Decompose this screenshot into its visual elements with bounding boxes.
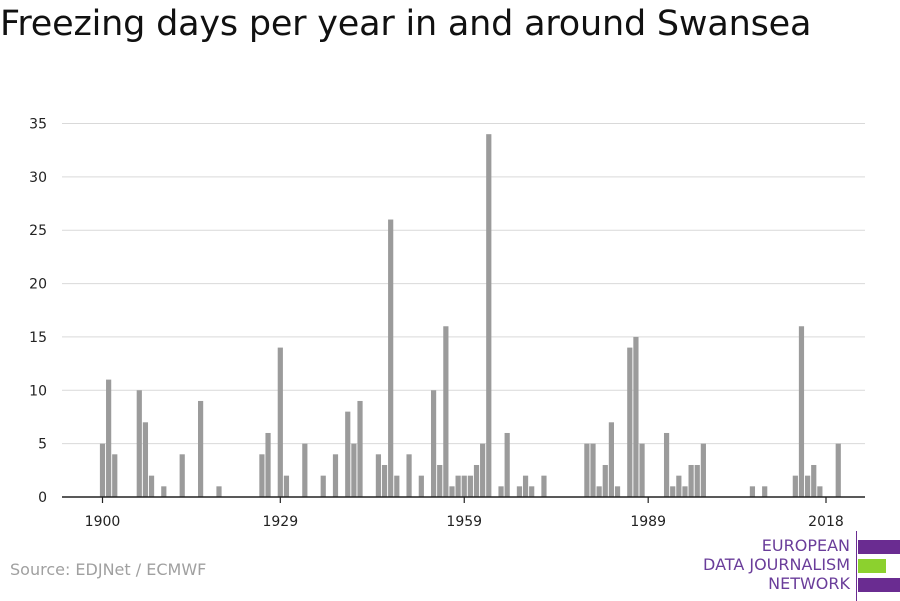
x-axis-ticks: 1900 1929 1959 1989 2018 <box>85 497 844 530</box>
bar-2020 <box>835 443 841 497</box>
bar-1908 <box>148 475 155 497</box>
bar-1952 <box>418 475 424 497</box>
bars <box>99 134 841 498</box>
logo-text-network: NETWORK <box>768 574 850 593</box>
bar-1926 <box>259 454 265 497</box>
bar-2014 <box>798 326 805 497</box>
bar-1946 <box>381 464 388 497</box>
bar-1992 <box>663 432 670 497</box>
bar-1968 <box>516 486 523 497</box>
bar-1950 <box>406 454 412 497</box>
bar-1936 <box>320 475 326 497</box>
bar-1948 <box>394 475 400 497</box>
bar-1956 <box>443 326 449 497</box>
bar-1957 <box>449 486 455 497</box>
y-axis-labels: 0 5 10 15 20 25 30 35 <box>29 117 47 507</box>
gridlines <box>62 123 865 445</box>
x-tick-label: 1929 <box>262 514 298 530</box>
bar-1947 <box>388 219 394 498</box>
y-tick-label: 20 <box>29 277 47 293</box>
x-tick-label: 1989 <box>630 514 666 530</box>
y-tick-label: 25 <box>29 223 47 239</box>
y-tick-label: 10 <box>29 383 47 399</box>
bar-1996 <box>688 464 694 497</box>
bar-1910 <box>161 486 167 497</box>
bar-1965 <box>498 486 504 497</box>
logo-text-european: EUROPEAN <box>761 536 850 555</box>
bar-2013 <box>792 475 798 497</box>
bar-1966 <box>504 432 510 497</box>
y-tick-label: 15 <box>29 330 47 346</box>
bar-1984 <box>614 486 621 497</box>
edjnet-logo: EUROPEAN DATA JOURNALISM NETWORK <box>700 531 900 601</box>
bar-1954 <box>430 390 437 497</box>
logo-text-data-journalism: DATA JOURNALISM <box>703 555 850 574</box>
bar-1902 <box>112 454 118 497</box>
bar-1980 <box>590 443 596 497</box>
bar-1933 <box>302 443 308 497</box>
bar-1998 <box>700 443 706 497</box>
x-tick-label: 1959 <box>446 514 482 530</box>
y-tick-label: 35 <box>29 117 47 133</box>
bar-1958 <box>455 475 461 497</box>
chart-title: Freezing days per year in and around Swa… <box>0 4 812 44</box>
bar-2006 <box>749 486 756 497</box>
bar-1986 <box>627 347 633 497</box>
bar-1942 <box>357 400 363 497</box>
bar-1960 <box>467 475 473 497</box>
bar-1955 <box>437 464 443 497</box>
bar-1988 <box>639 443 645 497</box>
logo-bar-purple-top <box>858 540 900 554</box>
bar-1906 <box>136 390 142 497</box>
bar-1945 <box>375 454 382 497</box>
bar-1963 <box>486 134 492 498</box>
bar-1929 <box>277 347 283 497</box>
bar-1970 <box>529 486 535 497</box>
bar-1907 <box>142 422 149 497</box>
bar-1972 <box>541 475 547 497</box>
bar-2016 <box>811 464 817 497</box>
bar-1993 <box>670 486 676 497</box>
bar-1959 <box>461 475 467 497</box>
logo-bar-green <box>858 559 886 573</box>
y-tick-label: 30 <box>29 170 47 186</box>
bar-1981 <box>596 486 602 497</box>
bar-1969 <box>522 475 529 497</box>
bar-1901 <box>106 379 112 497</box>
bar-1940 <box>345 411 351 497</box>
bar-2015 <box>805 475 811 497</box>
bar-1994 <box>676 475 682 497</box>
logo-bar-purple-bottom <box>858 578 900 592</box>
bar-1995 <box>682 486 688 497</box>
bar-1913 <box>179 454 185 497</box>
bar-1916 <box>198 400 204 497</box>
x-tick-label: 2018 <box>808 514 844 530</box>
bar-1997 <box>694 464 700 497</box>
y-tick-label: 5 <box>38 437 47 453</box>
bar-1983 <box>608 422 614 497</box>
bar-1919 <box>216 486 222 497</box>
bar-1961 <box>473 464 480 497</box>
source-note: Source: EDJNet / ECMWF <box>10 560 207 579</box>
y-tick-label: 0 <box>38 490 47 506</box>
bar-2008 <box>762 486 768 497</box>
bar-1941 <box>351 443 357 497</box>
bar-1962 <box>480 443 486 497</box>
bar-1927 <box>265 432 271 497</box>
bar-1979 <box>584 443 590 497</box>
bar-1930 <box>283 475 290 497</box>
bar-1982 <box>602 464 608 497</box>
logo-divider <box>856 531 857 601</box>
x-tick-label: 1900 <box>85 514 121 530</box>
bar-2017 <box>817 486 823 497</box>
bar-1900 <box>99 443 106 497</box>
bar-1987 <box>633 336 639 497</box>
bar-1938 <box>332 454 339 497</box>
